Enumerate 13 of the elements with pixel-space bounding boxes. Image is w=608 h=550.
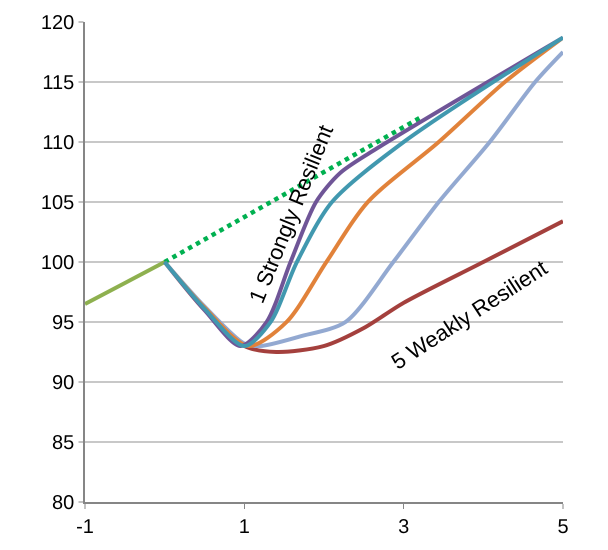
x-tick-label: 5: [557, 516, 569, 538]
y-tick-label: 105: [40, 192, 74, 214]
y-tick-label: 90: [52, 372, 74, 394]
x-tick-label: -1: [76, 516, 94, 538]
y-tick-label: 95: [52, 312, 74, 334]
y-tick-label: 100: [40, 252, 74, 274]
y-tick-label: 85: [52, 432, 74, 454]
y-tick-label: 120: [40, 12, 74, 34]
y-tick-label: 110: [42, 132, 74, 154]
x-tick-label: 3: [398, 516, 410, 538]
y-tick-label: 115: [42, 72, 74, 94]
y-tick-label: 80: [52, 492, 74, 514]
x-tick-label: 1: [238, 516, 250, 538]
